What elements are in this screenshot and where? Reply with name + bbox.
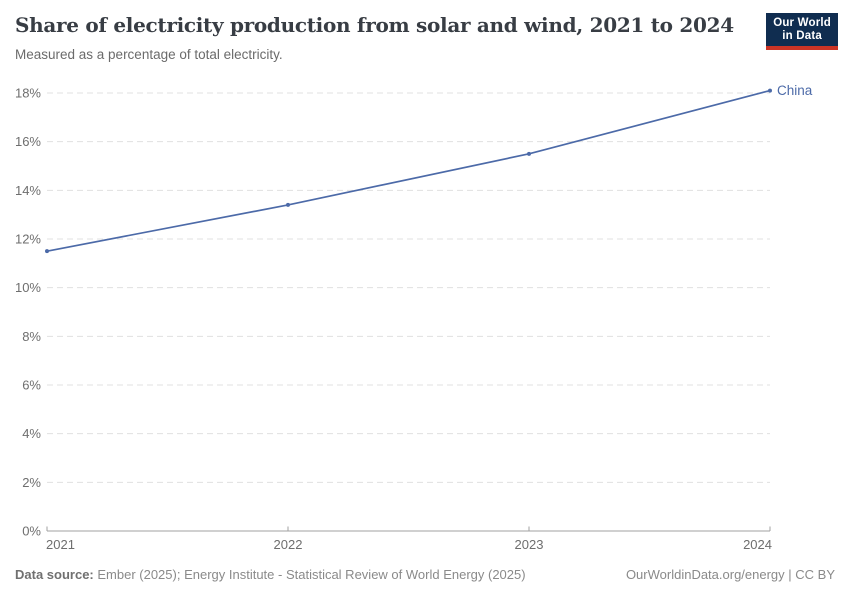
chart-title: Share of electricity production from sol… <box>15 13 734 37</box>
chart-footer: Data source: Ember (2025); Energy Instit… <box>15 567 835 582</box>
y-tick-label: 18% <box>15 86 41 101</box>
owid-logo-text-line2: in Data <box>782 30 822 42</box>
owid-logo[interactable]: Our World in Data <box>766 13 838 50</box>
y-tick-label: 10% <box>15 280 41 295</box>
y-tick-label: 16% <box>15 134 41 149</box>
y-tick-label: 0% <box>22 524 41 539</box>
data-source-text: Ember (2025); Energy Institute - Statist… <box>93 567 526 582</box>
y-tick-label: 4% <box>22 426 41 441</box>
y-tick-label: 2% <box>22 475 41 490</box>
series-label-china[interactable]: China <box>777 83 813 98</box>
license-credit[interactable]: OurWorldinData.org/energy | CC BY <box>625 567 835 582</box>
data-point[interactable] <box>45 249 49 254</box>
data-point[interactable] <box>527 151 531 156</box>
data-line-china[interactable] <box>46 89 771 253</box>
data-source-label: Data source: <box>15 567 94 582</box>
y-tick-label: 14% <box>15 183 41 198</box>
x-tick-label: 2023 <box>515 537 544 552</box>
y-tick-label: 12% <box>15 232 41 247</box>
x-tick-label: 2022 <box>274 537 303 552</box>
x-tick-label: 2021 <box>46 537 75 552</box>
y-tick-label: 6% <box>22 378 41 393</box>
data-point[interactable] <box>286 202 290 207</box>
y-tick-label: 8% <box>22 329 41 344</box>
x-tick-label: 2024 <box>743 537 772 552</box>
owid-logo-text-line1: Our World <box>773 17 831 29</box>
data-point[interactable] <box>768 88 772 93</box>
data-source-note: Data source: Ember (2025); Energy Instit… <box>15 567 526 582</box>
chart-subtitle: Measured as a percentage of total electr… <box>15 47 283 62</box>
